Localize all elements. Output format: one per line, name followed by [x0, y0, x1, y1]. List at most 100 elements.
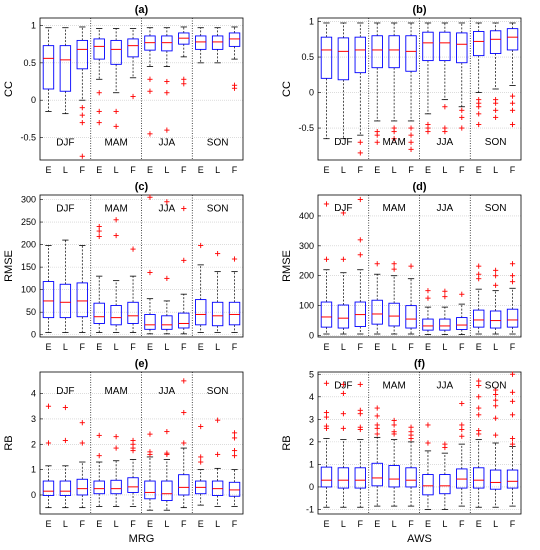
iqr-box — [489, 469, 502, 490]
outlier-marker — [198, 423, 204, 430]
iqr-box — [388, 302, 400, 327]
box-6 — [127, 437, 139, 507]
iqr-box — [228, 301, 241, 326]
box-10 — [195, 242, 207, 333]
outlier-marker — [231, 435, 238, 441]
y-tick-label: 100 — [299, 301, 314, 311]
box-4 — [371, 261, 383, 335]
iqr-box — [506, 469, 519, 489]
box-3 — [76, 245, 88, 333]
box-11 — [211, 251, 224, 333]
iqr-box — [473, 31, 485, 57]
season-label: SON — [485, 137, 507, 148]
panel-title: (a) — [135, 4, 149, 16]
x-tick-label: F — [130, 165, 136, 175]
iqr-box — [422, 318, 434, 331]
outlier-marker — [509, 100, 516, 106]
iqr-box — [127, 38, 139, 58]
x-tick-label: E — [198, 342, 204, 352]
x-tick-label: L — [442, 519, 447, 529]
season-label: MAM — [104, 204, 127, 215]
box-9 — [178, 26, 190, 87]
iqr-box — [473, 467, 485, 489]
box-5 — [388, 417, 400, 507]
outlier-marker — [340, 210, 346, 216]
panel-title: (d) — [412, 181, 426, 193]
iqr-box — [405, 467, 417, 488]
outlier-marker — [408, 146, 414, 152]
outlier-marker — [164, 127, 170, 133]
iqr-box — [110, 39, 122, 65]
outlier-marker — [374, 413, 380, 419]
outlier-marker — [425, 288, 431, 294]
iqr-box — [93, 38, 105, 60]
box-8 — [439, 288, 451, 336]
iqr-box — [178, 474, 190, 496]
outlier-marker — [509, 412, 516, 418]
outlier-marker — [493, 391, 499, 398]
plot-frame — [39, 371, 244, 515]
box-6 — [127, 28, 139, 100]
box-11 — [489, 387, 502, 508]
box-2 — [59, 404, 72, 509]
outlier-marker — [493, 387, 499, 393]
box-10 — [473, 22, 485, 128]
outlier-marker — [323, 380, 330, 386]
x-tick-label: L — [63, 165, 68, 175]
box-4 — [93, 28, 105, 126]
plot-frame — [317, 371, 522, 515]
outlier-marker — [509, 121, 516, 128]
box-3 — [354, 22, 366, 156]
x-tick-label: L — [114, 342, 119, 352]
iqr-box — [439, 31, 451, 62]
box-10 — [195, 27, 207, 64]
box-11 — [211, 27, 224, 64]
x-tick-label: L — [114, 519, 119, 529]
outlier-marker — [215, 417, 221, 423]
y-tick-label: -0.5 — [298, 123, 314, 133]
outlier-marker — [113, 232, 119, 239]
outlier-marker — [164, 78, 170, 85]
iqr-box — [456, 317, 468, 330]
outlier-marker — [96, 120, 102, 126]
outlier-marker — [323, 256, 330, 262]
y-axis-label: RB — [281, 435, 293, 450]
outlier-marker — [425, 129, 431, 135]
season-label: SON — [207, 204, 229, 215]
box-11 — [489, 267, 502, 335]
outlier-marker — [391, 422, 397, 428]
season-label: DJF — [334, 203, 352, 214]
box-7 — [144, 431, 156, 511]
box-4 — [93, 432, 105, 507]
outlier-marker — [181, 205, 187, 212]
outlier-marker — [442, 104, 448, 110]
x-tick-label: E — [96, 342, 102, 352]
iqr-box — [337, 304, 350, 329]
y-axis-label: RB — [3, 435, 15, 450]
outlier-marker — [231, 256, 238, 262]
outlier-marker — [476, 412, 482, 418]
x-tick-label: E — [323, 519, 329, 529]
x-tick-label: F — [80, 165, 86, 175]
x-tick-label: F — [130, 519, 136, 529]
outlier-marker — [509, 273, 516, 279]
outlier-marker — [357, 411, 363, 417]
x-tick-label: L — [341, 165, 346, 175]
outlier-marker — [96, 228, 102, 234]
outlier-marker — [459, 107, 465, 113]
outlier-marker — [459, 433, 465, 439]
outlier-marker — [493, 273, 499, 279]
iqr-box — [456, 468, 468, 489]
outlier-marker — [181, 378, 187, 384]
outlier-marker — [476, 382, 482, 389]
outlier-marker — [374, 425, 380, 431]
outlier-marker — [408, 435, 414, 442]
outlier-marker — [340, 256, 346, 262]
season-label: SON — [485, 203, 507, 214]
outlier-marker — [45, 440, 52, 446]
box-12 — [506, 22, 519, 128]
y-axis-label: RMSE — [3, 250, 15, 282]
outlier-marker — [493, 397, 499, 403]
panel-title: (b) — [412, 4, 426, 16]
